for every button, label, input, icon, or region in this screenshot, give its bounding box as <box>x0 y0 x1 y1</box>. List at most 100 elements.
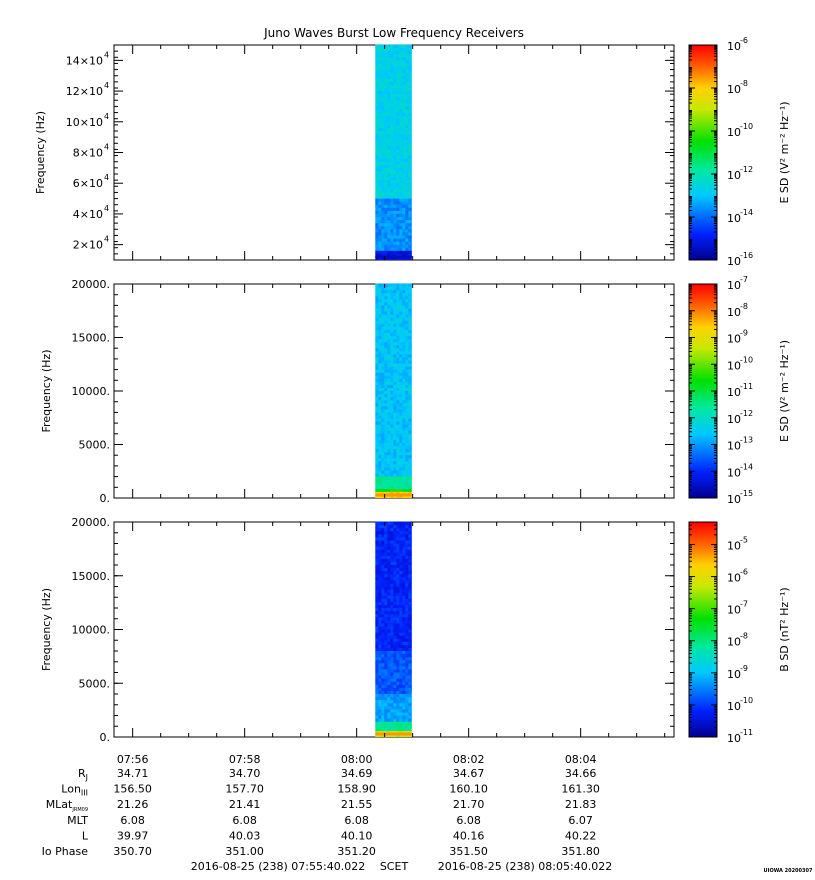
spectrogram-cell <box>399 598 403 602</box>
spectrogram-cell <box>390 537 394 541</box>
spectrogram-cell <box>405 641 409 645</box>
spectrogram-cell <box>384 133 388 138</box>
spectrogram-cell <box>396 219 400 224</box>
spectrogram-cell <box>384 357 388 361</box>
spectrogram-cell <box>396 656 400 661</box>
spectrogram-cell <box>408 586 412 590</box>
spectrogram-cell <box>399 705 403 710</box>
spectrogram-cell <box>387 56 391 61</box>
footer-start-time: 2016-08-25 (238) 07:55:40.022 <box>191 860 365 873</box>
ephemeris-row-label: Io Phase <box>42 845 89 858</box>
spectrogram-cell <box>402 696 406 701</box>
spectrogram-cell <box>384 384 388 388</box>
spectrogram-cell <box>405 372 409 376</box>
spectrogram-cell <box>396 375 400 379</box>
ephemeris-value: 6.08 <box>232 814 257 827</box>
spectrogram-cell <box>387 393 391 398</box>
spectrogram-cell <box>390 567 394 572</box>
spectrogram-cell <box>381 675 385 679</box>
spectrogram-cell <box>384 241 388 245</box>
spectrogram-cell <box>408 90 412 95</box>
spectrogram-cell <box>405 592 409 596</box>
spectrogram-cell <box>387 540 391 544</box>
spectrogram-cell <box>405 232 409 236</box>
ephemeris-row-label: MLatJRM09 <box>46 798 88 813</box>
spectrogram-cell <box>402 75 406 79</box>
spectrogram-cell <box>399 314 403 318</box>
spectrogram-cell <box>390 344 394 349</box>
spectrogram-cell <box>387 684 391 688</box>
spectrogram-cell <box>408 598 412 602</box>
spectrogram-cell <box>375 396 379 401</box>
spectrogram-cell <box>390 693 394 698</box>
spectrogram-cell <box>384 454 388 459</box>
spectrogram-cell <box>387 158 391 162</box>
spectrogram-cell <box>408 476 412 480</box>
spectrogram-cell <box>375 253 379 257</box>
spectrogram-cell <box>381 47 385 52</box>
spectrogram-cell <box>390 570 394 575</box>
spectrogram-cell <box>405 583 409 587</box>
spectrogram-cell <box>378 158 382 162</box>
spectrogram-cell <box>408 109 412 113</box>
spectrogram-cell <box>387 607 391 612</box>
spectrogram-cell <box>390 146 394 150</box>
spectrogram-cell <box>378 445 382 450</box>
spectrogram-cell <box>399 195 403 199</box>
spectrogram-cell <box>393 60 397 64</box>
spectrogram-cell <box>408 402 412 407</box>
spectrogram-cell <box>381 360 385 364</box>
ephemeris-value: 34.66 <box>565 767 597 780</box>
spectrogram-cell <box>387 635 391 639</box>
spectrogram-cell <box>405 75 409 79</box>
spectrogram-cell <box>396 521 400 526</box>
spectrogram-cell <box>378 712 382 716</box>
spectrogram-cell <box>390 672 394 676</box>
spectrogram-cell <box>393 366 397 370</box>
spectrogram-cell <box>375 527 379 532</box>
y-tick-label: 20000. <box>72 516 111 529</box>
spectrogram-cell <box>393 421 397 425</box>
spectrogram-cell <box>375 448 379 453</box>
spectrogram-cell <box>396 81 400 85</box>
spectrogram-cell <box>378 127 382 131</box>
spectrogram-cell <box>402 693 406 698</box>
spectrogram-cell <box>408 666 412 670</box>
spectrogram-cell <box>408 317 412 321</box>
spectrogram-cell <box>393 715 397 719</box>
spectrogram-cell <box>387 87 391 92</box>
y-axis-label: Frequency (Hz) <box>34 111 47 194</box>
spectrogram-cell <box>405 56 409 61</box>
spectrogram-cell <box>405 610 409 615</box>
spectrogram-cell <box>381 564 385 569</box>
spectrogram-cell <box>402 405 406 410</box>
spectrogram-cell <box>402 176 406 181</box>
spectrogram-cell <box>396 540 400 544</box>
spectrogram-cell <box>384 681 388 685</box>
spectrogram-cell <box>405 576 409 581</box>
spectrogram-cell <box>399 225 403 230</box>
spectrogram-cell <box>387 152 391 156</box>
spectrogram-cell <box>390 182 394 187</box>
spectrogram-cell <box>393 549 397 553</box>
spectrogram-cell <box>384 81 388 85</box>
spectrogram-cell <box>408 115 412 119</box>
spectrogram-cell <box>402 158 406 162</box>
spectrogram-cell <box>402 326 406 330</box>
spectrogram-cell <box>378 681 382 685</box>
spectrogram-cell <box>405 537 409 541</box>
spectrogram-cell <box>408 167 412 171</box>
spectrogram-cell <box>375 488 379 492</box>
spectrogram-cell <box>390 543 394 547</box>
spectrogram-cell <box>381 666 385 670</box>
spectrogram-cell <box>375 623 379 627</box>
spectrogram-cell <box>375 451 379 456</box>
colorbar-tick-exponent: -15 <box>740 489 753 498</box>
spectrogram-cell <box>387 201 391 205</box>
spectrogram-cell <box>408 301 412 306</box>
spectrogram-cell <box>378 329 382 333</box>
spectrogram-cell <box>396 460 400 465</box>
spectrogram-cell <box>402 454 406 459</box>
spectrogram-cell <box>384 63 388 67</box>
spectrogram-cell <box>396 681 400 685</box>
